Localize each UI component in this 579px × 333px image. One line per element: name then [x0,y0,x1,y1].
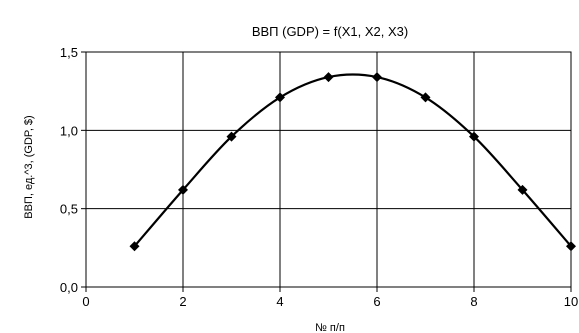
x-tick-label: 2 [179,294,186,309]
y-tick-label: 0,5 [60,202,78,217]
x-tick-label: 10 [564,294,578,309]
data-point-marker [178,184,188,195]
data-point-marker [517,184,528,195]
y-axis-label: ВВП, ед.^3, (GDP, $) [23,115,35,218]
y-tick-labels: 0,0 0,5 1,0 1,5 [60,45,78,295]
y-tick-label: 0,0 [60,280,78,295]
data-point-marker [323,72,334,83]
data-point-marker [566,241,576,252]
x-tick-labels: 0 2 4 6 8 10 [82,294,578,309]
y-tick-label: 1,5 [60,45,78,60]
series-line [133,73,572,247]
x-tick-label: 0 [82,294,89,309]
y-tick-label: 1,0 [60,123,78,138]
data-point-marker [372,72,382,83]
series [129,72,576,252]
plot-frame [85,51,572,288]
x-tick-label: 8 [470,294,477,309]
x-tick-label: 4 [276,294,283,309]
data-point-marker [275,92,285,103]
data-point-marker [469,131,479,142]
chart-title: ВВП (GDP) = f(X1, X2, X3) [252,24,408,39]
data-point-marker [226,131,237,142]
grid [81,51,572,292]
x-axis-label: № п/п [315,322,345,333]
data-point-marker [420,92,431,103]
data-point-marker [129,241,140,252]
x-tick-label: 6 [373,294,380,309]
